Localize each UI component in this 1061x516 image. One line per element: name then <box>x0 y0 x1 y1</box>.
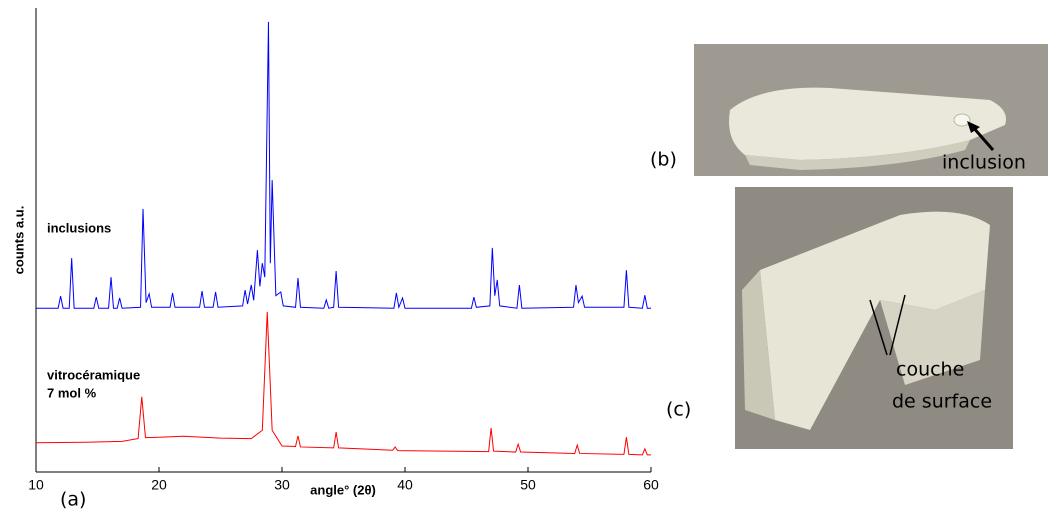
panel-label: (c) <box>666 399 691 421</box>
arrow <box>889 294 906 356</box>
x-tick-label: 60 <box>643 477 659 493</box>
photo-label: inclusion <box>942 152 1026 174</box>
sample-shape <box>760 211 990 430</box>
sample-edge <box>745 140 970 170</box>
x-tick-label: 30 <box>274 477 290 493</box>
series-line <box>35 311 651 456</box>
x-axis-label: angle° (2θ) <box>310 482 376 497</box>
panel-label: (b) <box>650 149 677 171</box>
y-axis-label: counts a.u. <box>11 206 26 275</box>
photo-label: couche <box>896 359 964 381</box>
annotation: vitrocéramique <box>47 367 140 382</box>
series-line <box>36 21 651 310</box>
annotation: inclusions <box>47 220 111 235</box>
x-tick-label: 10 <box>28 477 44 493</box>
arrow-head <box>967 121 980 133</box>
arrow <box>869 299 888 356</box>
sample-shape <box>729 87 1006 160</box>
photo-label: de surface <box>892 391 992 413</box>
annotation: 7 mol % <box>47 385 97 400</box>
inclusion-spot <box>953 113 971 127</box>
chart: 10 20 30 40 50 60 <box>28 8 659 493</box>
x-tick-label: 40 <box>397 477 413 493</box>
x-tick-label: 50 <box>520 477 536 493</box>
x-tick-label: 20 <box>151 477 167 493</box>
panel-label: (a) <box>60 489 86 511</box>
sample-edge <box>880 290 985 385</box>
photo-c <box>735 187 1013 449</box>
photo-b <box>694 44 1048 176</box>
sample-edge <box>742 270 775 420</box>
